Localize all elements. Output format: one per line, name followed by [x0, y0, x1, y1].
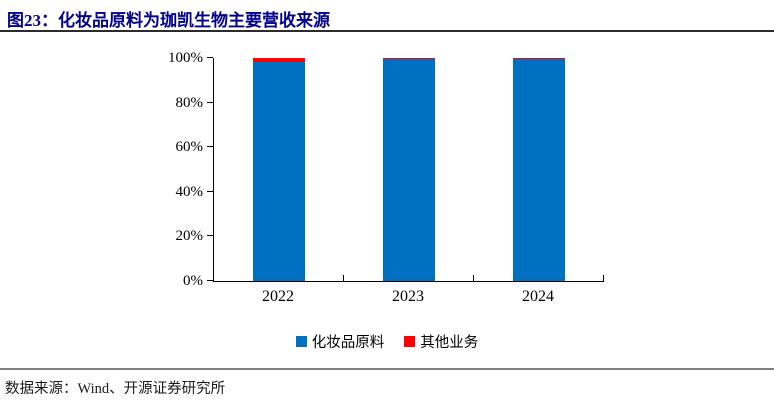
x-axis-label: 2024	[522, 288, 554, 305]
legend-swatch-icon	[295, 336, 307, 347]
bar-2023	[383, 58, 435, 281]
legend-label: 化妆品原料	[311, 335, 385, 351]
y-tick-label: 100%	[168, 50, 203, 66]
bar-2022	[253, 58, 305, 281]
y-tick-mark	[207, 101, 213, 103]
bar-segment-化妆品原料	[383, 58, 435, 281]
y-tick-mark	[207, 146, 213, 148]
y-tick-mark	[207, 190, 213, 192]
legend-swatch-icon	[404, 336, 416, 347]
x-tick-mark	[473, 275, 474, 281]
y-tick-mark	[207, 235, 213, 237]
chart-legend: 化妆品原料 其他业务	[0, 331, 774, 352]
legend-item: 其他业务	[404, 331, 478, 352]
x-axis-label: 2023	[392, 288, 424, 305]
x-tick-mark	[343, 275, 344, 281]
legend-label: 其他业务	[420, 335, 479, 351]
bar-segment-化妆品原料	[513, 58, 565, 281]
title-divider	[0, 30, 774, 32]
y-tick-label: 60%	[175, 139, 204, 156]
source-text: 数据来源：Wind、开源证券研究所	[5, 381, 226, 397]
y-tick-label: 0%	[183, 273, 203, 289]
source-divider	[0, 368, 774, 370]
x-tick-mark	[603, 275, 604, 281]
y-tick-label: 20%	[175, 228, 204, 245]
y-tick-label: 40%	[175, 183, 204, 200]
legend-item: 化妆品原料	[295, 331, 385, 352]
bar-2024	[513, 58, 565, 281]
figure-title: 图23：化妆品原料为珈凯生物主要营收来源	[7, 11, 330, 30]
y-tick-mark	[207, 280, 213, 281]
x-axis-label: 2022	[262, 288, 294, 305]
y-tick-mark	[207, 57, 213, 58]
bar-segment-化妆品原料	[253, 62, 305, 281]
y-tick-label: 80%	[175, 94, 204, 111]
bar-segment-其他业务	[383, 58, 435, 59]
plot-area	[207, 57, 604, 282]
bar-segment-其他业务	[253, 58, 305, 63]
